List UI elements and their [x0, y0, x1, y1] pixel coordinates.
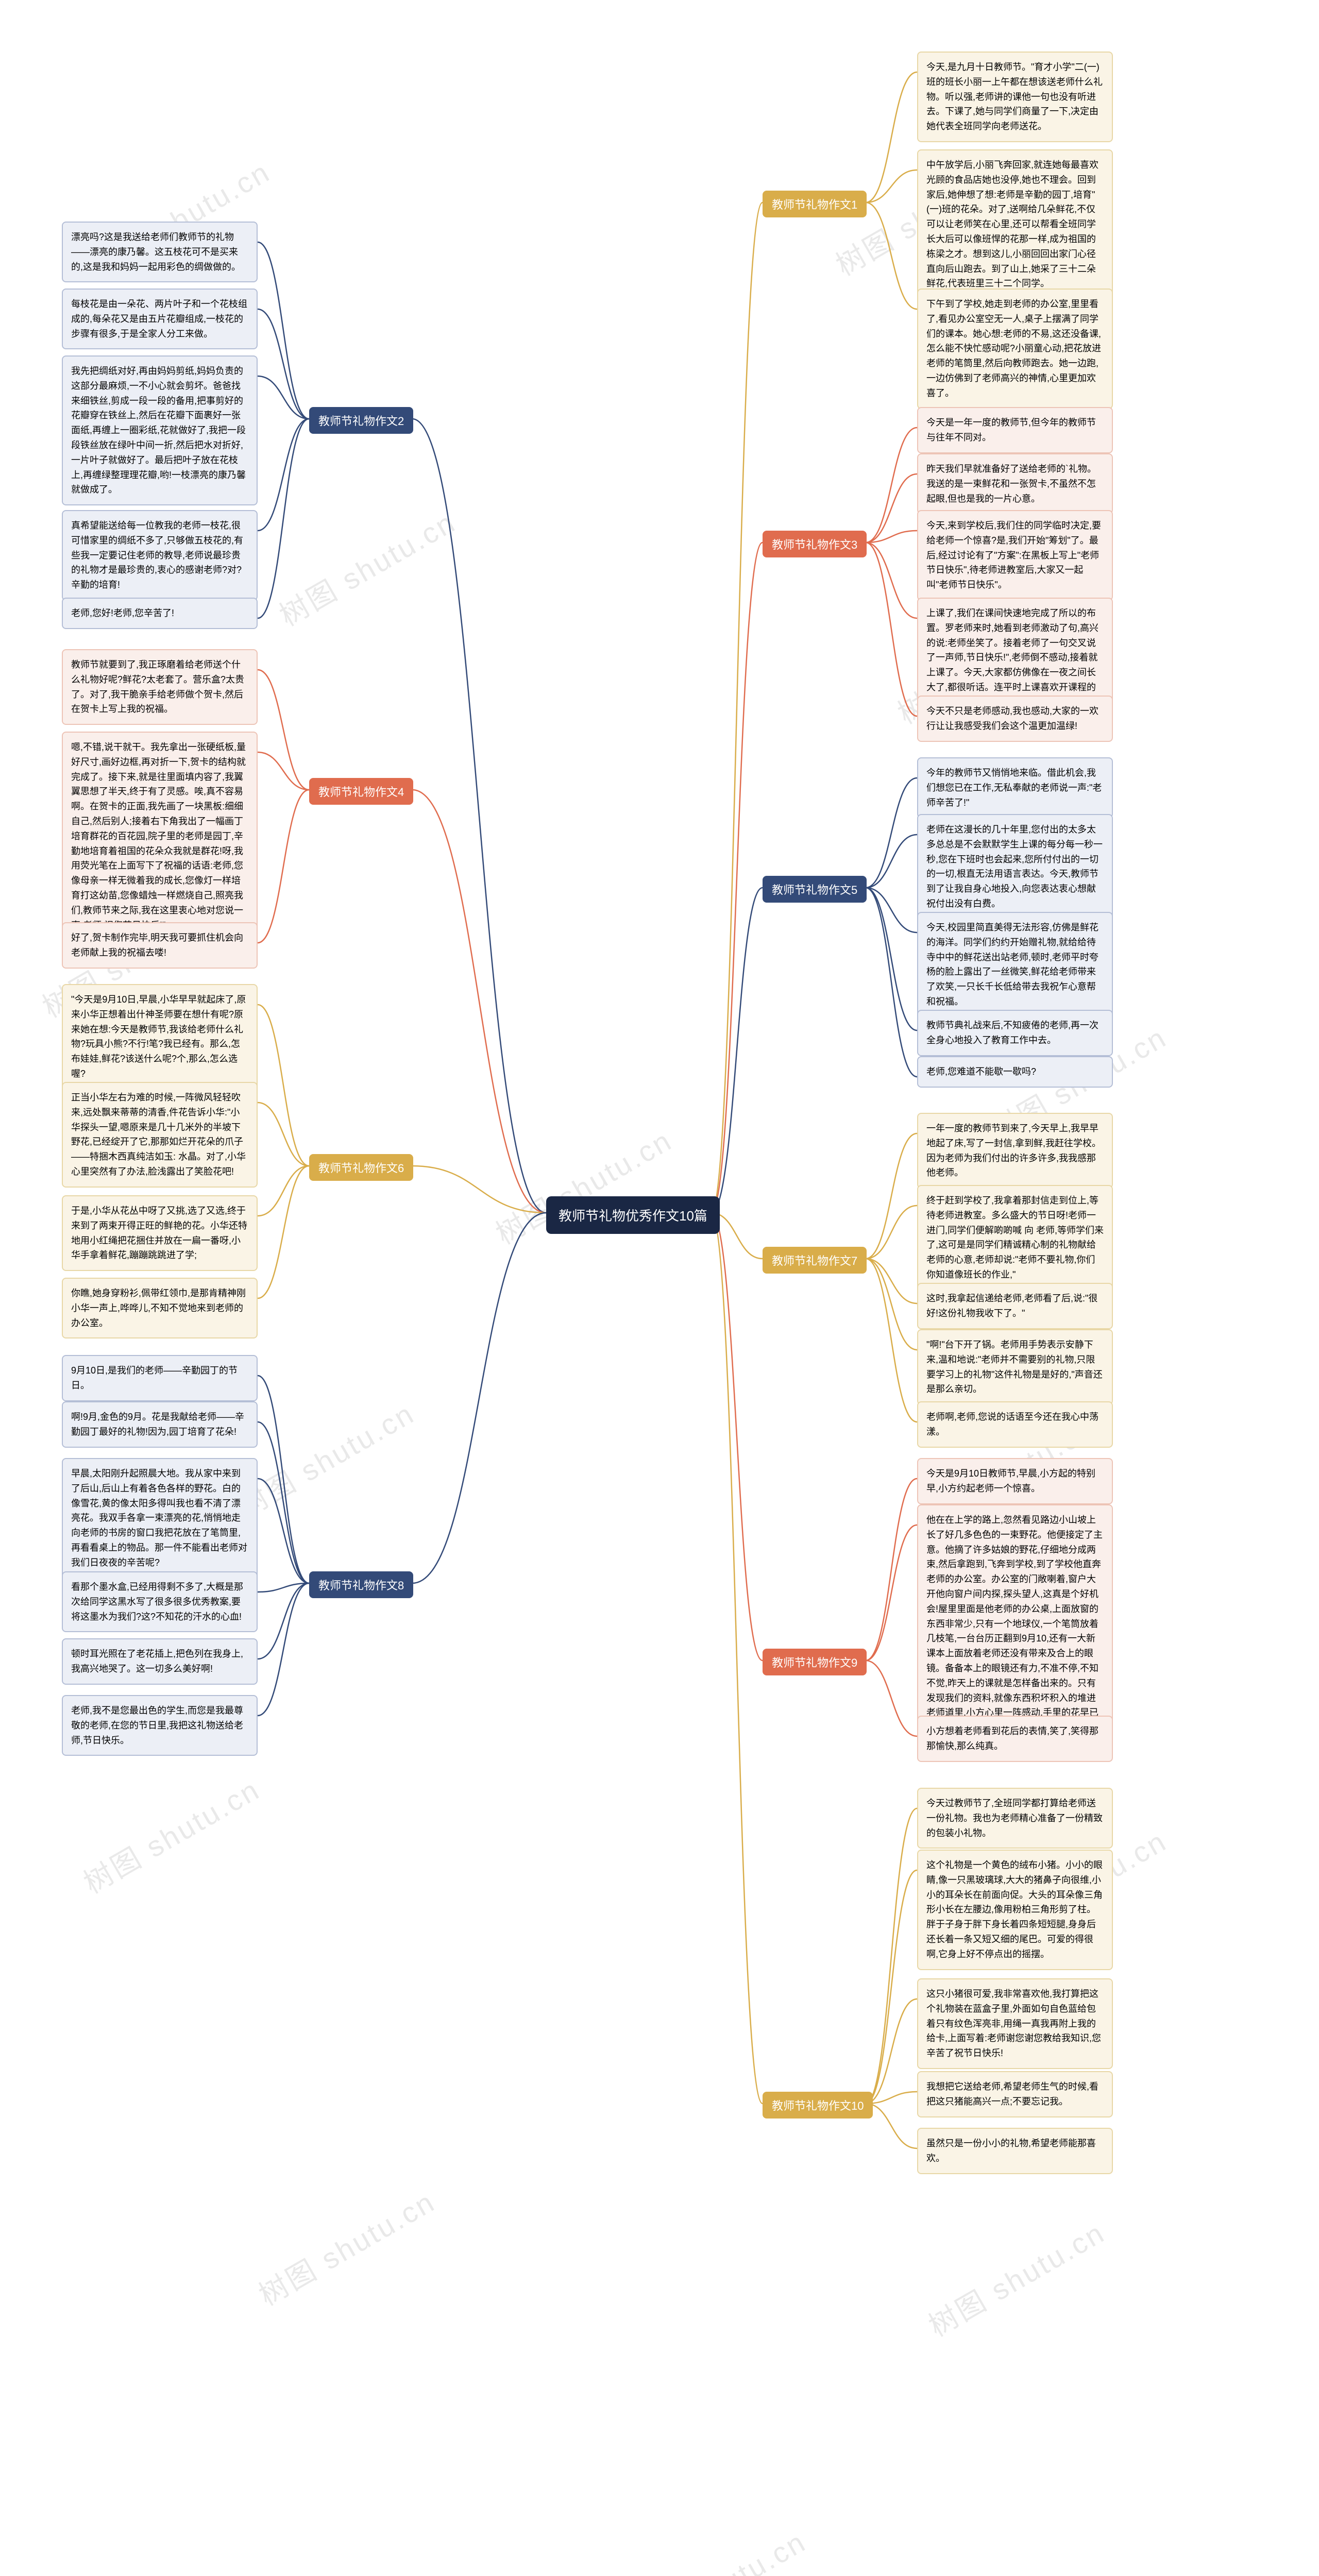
watermark: 树图 shutu.cn	[250, 2179, 442, 2314]
leaf-node: 下午到了学校,她走到老师的办公室,里里看了,看见办公室空无一人,桌子上摆满了同学…	[917, 289, 1113, 409]
branch-node: 教师节礼物作文1	[763, 191, 867, 217]
leaf-node: 嗯,不错,说干就干。我先拿出一张硬纸板,量好尺寸,画好边框,再对折一下,贺卡的结…	[62, 732, 258, 941]
leaf-node: 顿时耳光照在了老花插上,把色列在我身上,我高兴地哭了。这一切多么美好啊!	[62, 1638, 258, 1685]
leaf-node: "啊!"台下开了锅。老师用手势表示安静下来,温和地说:"老师并不需要别的礼物,只…	[917, 1329, 1113, 1405]
leaf-node: 老师啊,老师,您说的话语至今还在我心中荡漾。	[917, 1401, 1113, 1448]
leaf-node: 教师节就要到了,我正琢磨着给老师送个什么礼物好呢?鲜花?太老套了。营乐盒?太贵了…	[62, 649, 258, 725]
leaf-node: 我想把它送给老师,希望老师生气的时候,看把这只猪能高兴一点;不要忘记我。	[917, 2071, 1113, 2117]
leaf-node: 老师,您好!老师,您辛苦了!	[62, 598, 258, 629]
watermark: 树图 shutu.cn	[920, 2210, 1111, 2345]
leaf-node: 他在在上学的路上,忽然看见路边小山坡上长了好几多色色的一束野花。他便接定了主意。…	[917, 1504, 1113, 1743]
leaf-node: 一年一度的教师节到来了,今天早上,我早早地起了床,写了一封信,拿到鲜,我赶往学校…	[917, 1113, 1113, 1189]
branch-node: 教师节礼物作文3	[763, 531, 867, 557]
leaf-node: 你瞧,她身穿粉衫,佩带红领巾,是那肯精神刚小华一声上,哗哗儿,不知不觉地来到老师…	[62, 1278, 258, 1338]
leaf-node: 今天,是九月十日教师节。"育才小学"二(一)班的班长小丽一上午都在想该送老师什么…	[917, 52, 1113, 142]
leaf-node: 每枝花是由一朵花、两片叶子和一个花枝组成的,每朵花又是由五片花瓣组成,一枝花的步…	[62, 289, 258, 349]
watermark: 树图 shutu.cn	[229, 1391, 421, 1526]
leaf-node: 于是,小华从花丛中呀了又挑,选了又选,终于来到了两束开得正旺的鲜艳的花。小华还特…	[62, 1195, 258, 1271]
leaf-node: 昨天我们早就准备好了送给老师的`礼物。我送的是一束鲜花和一张贺卡,不虽然不怎起眼…	[917, 453, 1113, 514]
leaf-node: 今天过教师节了,全班同学都打算给老师送一份礼物。我也为老师精心准备了一份精致的包…	[917, 1788, 1113, 1849]
leaf-node: 这只小猪很可爱,我非常喜欢他,我打算把这个礼物装在蓝盒子里,外面如句自色蓝给包着…	[917, 1978, 1113, 2069]
branch-node: 教师节礼物作文10	[763, 2092, 873, 2119]
leaf-node: 老师,我不是您最出色的学生,而您是我最尊敬的老师,在您的节日里,我把这礼物送给老…	[62, 1695, 258, 1756]
leaf-node: 真希望能送给每一位教我的老师一枝花,很可惜家里的绸纸不多了,只够做五枝花的,有些…	[62, 510, 258, 601]
leaf-node: 今天,来到学校后,我们住的同学临时决定,要给老师一个惊喜?是,我们开始"筹划"了…	[917, 510, 1113, 601]
leaf-node: "今天是9月10日,早晨,小华早早就起床了,原来小华正想着出什神圣师要在想什有呢…	[62, 984, 258, 1090]
leaf-node: 今天不只是老师感动,我也感动,大家的一欢行让让我感受我们会这个温更加温绿!	[917, 696, 1113, 742]
leaf-node: 好了,贺卡制作完毕,明天我可要抓住机会向老师献上我的祝福去喽!	[62, 922, 258, 969]
branch-node: 教师节礼物作文7	[763, 1247, 867, 1274]
leaf-node: 小方想着老师看到花后的表情,笑了,笑得那那愉快,那么纯真。	[917, 1716, 1113, 1762]
leaf-node: 9月10日,是我们的老师——辛勤园丁的节日。	[62, 1355, 258, 1401]
branch-node: 教师节礼物作文5	[763, 876, 867, 903]
branch-node: 教师节礼物作文8	[309, 1571, 413, 1598]
leaf-node: 虽然只是一份小小的礼物,希望老师能那喜欢。	[917, 2128, 1113, 2174]
leaf-node: 教师节典礼战来后,不知疲倦的老师,再一次全身心地投入了教育工作中去。	[917, 1010, 1113, 1056]
leaf-node: 早晨,太阳刚升起照晨大地。我从家中来到了后山,后山上有着各色各样的野花。白的像雪…	[62, 1458, 258, 1579]
leaf-node: 老师在这漫长的几十年里,您付出的太多太多总总是不会默默学生上课的每分每一秒一秒,…	[917, 814, 1113, 920]
branch-node: 教师节礼物作文4	[309, 778, 413, 805]
leaf-node: 正当小华左右为难的时候,一阵微风轻轻吹来,远处飘来蒂蒂的清香,件花告诉小华:"小…	[62, 1082, 258, 1188]
leaf-node: 今天,校园里简直美得无法形容,仿佛是鲜花的海洋。同学们约约开始赠礼物,就给给待寺…	[917, 912, 1113, 1018]
branch-node: 教师节礼物作文6	[309, 1154, 413, 1181]
branch-node: 教师节礼物作文2	[309, 407, 413, 434]
watermark: 树图 shutu.cn	[270, 500, 462, 635]
watermark: 树图 shutu.cn	[621, 2519, 813, 2576]
leaf-node: 看那个墨水盒,已经用得剩不多了,大概是那次给同学这黑水写了很多很多优秀教案,要将…	[62, 1571, 258, 1632]
leaf-node: 中午放学后,小丽飞奔回家,就连她每最喜欢光顾的食品店她也没停,她也不理会。回到家…	[917, 149, 1113, 299]
center-node: 教师节礼物优秀作文10篇	[546, 1196, 720, 1234]
leaf-node: 终于赶到学校了,我拿着那封信走到位上,等待老师进教室。多么盛大的节日呀!老师一进…	[917, 1185, 1113, 1291]
leaf-node: 今年的教师节又悄悄地来临。借此机会,我们想您已在工作,无私奉献的老师说一声:"老…	[917, 757, 1113, 818]
leaf-node: 今天是一年一度的教师节,但今年的教师节与往年不同对。	[917, 407, 1113, 453]
leaf-node: 漂亮吗?这是我送给老师们教师节的礼物——漂亮的康乃馨。这五枝花可不是买来的,这是…	[62, 222, 258, 282]
leaf-node: 我先把绸纸对好,再由妈妈剪纸,妈妈负责的这部分最麻烦,一不小心就会剪坏。爸爸找来…	[62, 355, 258, 505]
leaf-node: 今天是9月10日教师节,早晨,小方起的特别早,小方约起老师一个惊喜。	[917, 1458, 1113, 1504]
leaf-node: 这时,我拿起信递给老师,老师看了后,说:"很好!这份礼物我收下了。"	[917, 1283, 1113, 1329]
leaf-node: 老师,您难道不能歇一歇吗?	[917, 1056, 1113, 1088]
branch-node: 教师节礼物作文9	[763, 1649, 867, 1675]
leaf-node: 这个礼物是一个黄色的绒布小猪。小小的眼睛,像一只黑玻璃球,大大的猪鼻子向很维,小…	[917, 1850, 1113, 1970]
leaf-node: 啊!9月,金色的9月。花是我献给老师——辛勤园丁最好的礼物!因为,园丁培育了花朵…	[62, 1401, 258, 1448]
watermark: 树图 shutu.cn	[75, 1767, 266, 1902]
